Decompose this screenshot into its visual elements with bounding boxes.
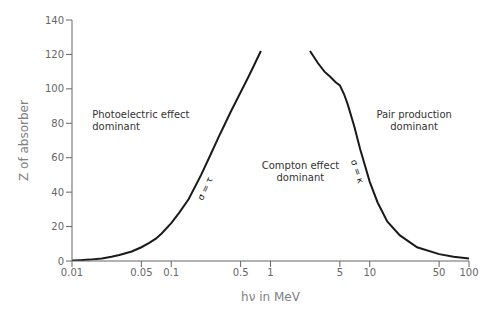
svg-text:0.1: 0.1 <box>163 267 179 278</box>
svg-text:σ = κ: σ = κ <box>349 158 366 185</box>
svg-text:0.05: 0.05 <box>130 267 152 278</box>
svg-text:5: 5 <box>337 267 343 278</box>
svg-text:40: 40 <box>51 187 64 198</box>
svg-text:80: 80 <box>51 118 64 129</box>
svg-text:60: 60 <box>51 152 64 163</box>
svg-text:σ = τ: σ = τ <box>196 176 215 202</box>
svg-text:0.01: 0.01 <box>61 267 83 278</box>
svg-text:140: 140 <box>45 15 64 26</box>
svg-text:hν in MeV: hν in MeV <box>241 290 301 304</box>
svg-text:Compton effectdominant: Compton effectdominant <box>262 160 339 183</box>
svg-text:120: 120 <box>45 49 64 60</box>
svg-text:20: 20 <box>51 221 64 232</box>
svg-text:0: 0 <box>58 256 64 267</box>
svg-text:Z of absorber: Z of absorber <box>17 100 31 181</box>
svg-text:1: 1 <box>267 267 273 278</box>
svg-text:100: 100 <box>459 267 478 278</box>
svg-text:Photoelectric effectdominant: Photoelectric effectdominant <box>92 108 189 131</box>
svg-text:50: 50 <box>433 267 446 278</box>
svg-text:100: 100 <box>45 83 64 94</box>
svg-text:Pair productiondominant: Pair productiondominant <box>376 108 451 131</box>
svg-text:10: 10 <box>363 267 376 278</box>
svg-text:0.5: 0.5 <box>233 267 249 278</box>
